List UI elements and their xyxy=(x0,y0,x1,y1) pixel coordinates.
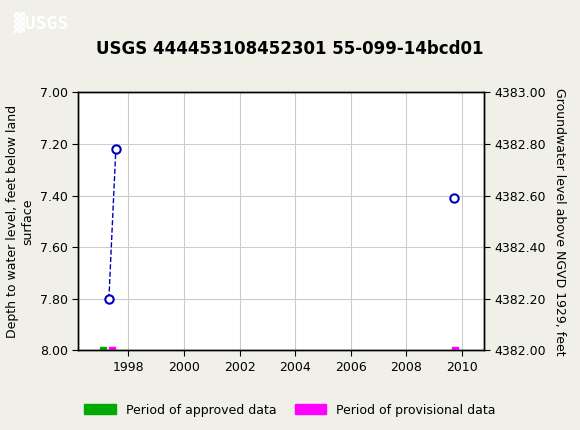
Text: USGS 444453108452301 55-099-14bcd01: USGS 444453108452301 55-099-14bcd01 xyxy=(96,40,484,58)
Legend: Period of approved data, Period of provisional data: Period of approved data, Period of provi… xyxy=(79,399,501,421)
Text: ▓USGS: ▓USGS xyxy=(14,12,69,33)
Y-axis label: Groundwater level above NGVD 1929, feet: Groundwater level above NGVD 1929, feet xyxy=(553,88,566,355)
Y-axis label: Depth to water level, feet below land
surface: Depth to water level, feet below land su… xyxy=(6,105,34,338)
